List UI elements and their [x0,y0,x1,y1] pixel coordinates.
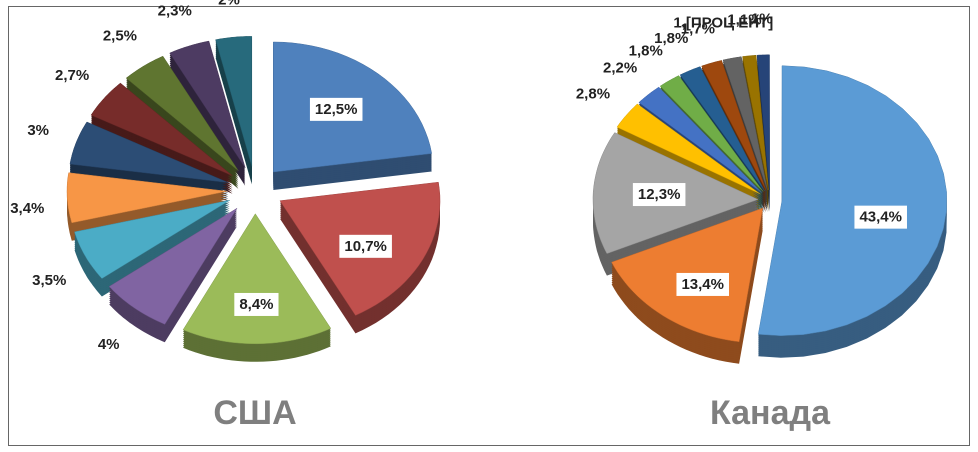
slice [66,172,228,224]
slice [638,86,762,193]
data-label: 2,8% [576,85,610,102]
data-label: 12,5% [315,101,358,118]
data-label: 1,1% [727,11,761,28]
label-box [676,272,730,296]
chart-title: США [213,394,296,432]
data-label: 43,4% [859,209,902,226]
label-box [309,97,363,121]
slice [758,65,947,336]
slice [742,55,769,190]
label-box [632,183,686,207]
label-box [339,234,392,258]
data-label: 2,2% [603,60,637,77]
slice [182,213,332,345]
data-label: 4% [98,336,120,353]
slice [756,54,770,190]
slice [125,55,239,172]
chart-title: Канада [710,394,831,432]
label-box [234,292,279,316]
slice [69,121,229,183]
slice [659,75,764,192]
data-label: 13,4% [681,276,724,293]
slice [169,40,246,168]
slice [701,60,767,191]
data-label: 8,4% [239,296,273,313]
data-label: 3% [27,122,49,139]
data-label: 2,3% [158,3,192,20]
data-label: 1,[ПРОЦ ЕНТ] [673,14,773,31]
data-label: 1,7% [681,20,715,37]
data-label: 3,5% [32,272,66,289]
data-label: 10,7% [344,238,387,255]
data-label: 12,3% [638,186,681,203]
slice [215,36,253,167]
data-label: 3,4% [10,200,44,217]
data-label: 2,5% [103,27,137,44]
data-label: 2% [218,0,240,9]
label-box [854,205,907,229]
pie [592,54,947,364]
data-label: 1,8% [629,42,663,59]
slice [108,208,238,325]
data-label: 1% [751,10,773,27]
slice-side [742,59,769,194]
slice [722,56,768,191]
data-label: 2,7% [55,67,89,84]
slice [616,103,761,195]
slice [679,66,765,192]
slice [90,82,233,177]
data-label: 1,8% [654,30,688,47]
slice [74,200,230,279]
